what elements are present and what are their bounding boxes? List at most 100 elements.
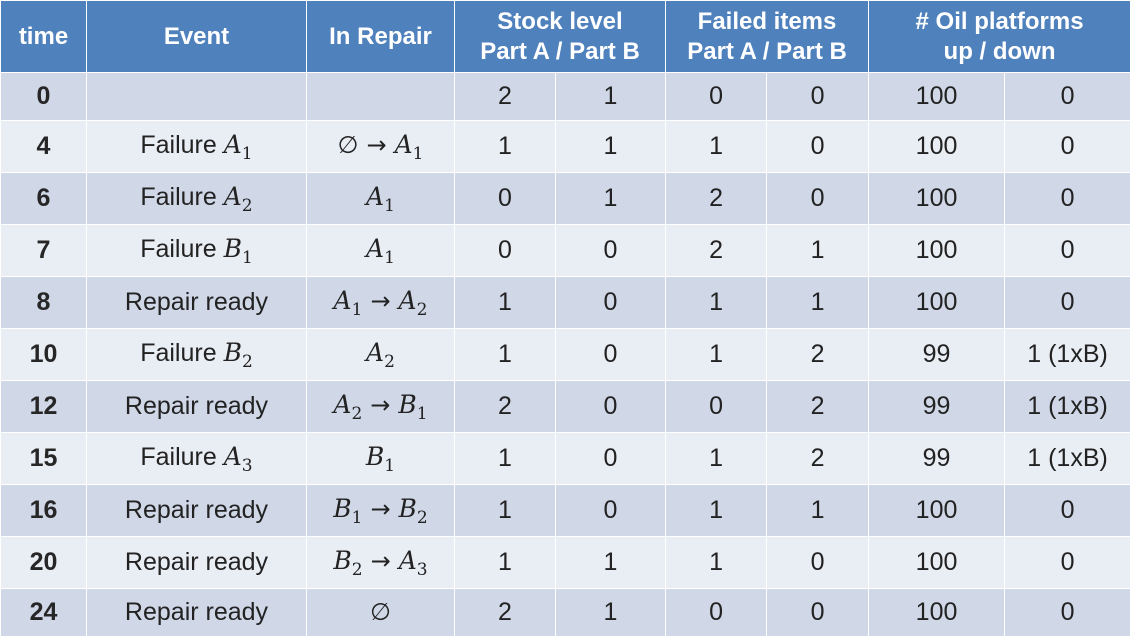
platforms-down-cell: 0 (1004, 276, 1131, 329)
time-cell: 15 (0, 432, 87, 485)
header-in-repair: In Repair (306, 0, 455, 73)
repair-part-index: 1 (351, 508, 363, 528)
failed-part-a-cell: 0 (665, 380, 768, 433)
repair-part-symbol: A (333, 390, 352, 419)
table-row: 24 Repair ready ∅ 2 1 0 0 100 0 (0, 588, 1131, 637)
event-part-index: 3 (241, 456, 253, 476)
platforms-up-cell: 100 (868, 224, 1006, 277)
in-repair-cell: A1 → A2 (306, 276, 455, 329)
repair-part-index: 1 (384, 248, 395, 268)
event-cell: Failure A2 (86, 172, 307, 225)
repair-part-index: 2 (416, 508, 428, 528)
repair-part-symbol: A (333, 286, 352, 315)
failed-part-b-cell: 0 (766, 72, 870, 121)
platforms-down-cell: 0 (1004, 72, 1131, 121)
stock-part-b-cell: 0 (554, 432, 667, 485)
header-oil-platforms: # Oil platforms up / down (868, 0, 1131, 73)
event-cell: Repair ready (86, 536, 307, 589)
event-text: Repair ready (124, 288, 269, 316)
in-repair-cell: A2 → B1 (306, 380, 455, 433)
event-text: Failure (140, 339, 217, 367)
stock-part-a-cell: 1 (454, 432, 556, 485)
stock-part-b-cell: 0 (554, 328, 667, 381)
time-cell: 16 (0, 484, 87, 537)
in-repair-cell: ∅ → A1 (306, 120, 455, 173)
event-part-index: 1 (241, 144, 253, 164)
failed-part-b-cell: 1 (766, 276, 870, 329)
in-repair-cell: A2 (306, 328, 455, 381)
repair-part-index: 1 (412, 144, 424, 164)
failed-part-a-cell: 2 (665, 172, 768, 225)
platforms-down-cell: 1 (1xB) (1004, 380, 1131, 433)
platforms-up-cell: 100 (868, 276, 1006, 329)
stock-part-a-cell: 2 (454, 72, 556, 121)
stock-part-b-cell: 1 (554, 172, 667, 225)
header-time: time (0, 0, 87, 73)
table-row: 6 Failure A2 A1 0 1 2 0 100 0 (0, 172, 1131, 225)
platforms-down-cell: 0 (1004, 588, 1131, 637)
failed-part-b-cell: 2 (766, 432, 870, 485)
event-text: Repair ready (124, 392, 269, 420)
repair-part-index: 2 (416, 300, 428, 320)
table-row: 0 2 1 0 0 100 0 (0, 72, 1131, 121)
time-cell: 12 (0, 380, 87, 433)
event-part-symbol: B (223, 234, 242, 263)
time-cell: 20 (0, 536, 87, 589)
stock-part-a-cell: 1 (454, 328, 556, 381)
in-repair-cell: A1 (306, 224, 455, 277)
event-cell: Failure B1 (86, 224, 307, 277)
failed-part-b-cell: 0 (766, 172, 870, 225)
repair-part-index: 1 (384, 456, 396, 476)
platforms-down-cell: 1 (1xB) (1004, 432, 1131, 485)
event-cell: Repair ready (86, 588, 307, 637)
platforms-up-cell: 100 (868, 536, 1006, 589)
failed-part-a-cell: 1 (665, 432, 768, 485)
failed-part-a-cell: 1 (665, 536, 768, 589)
failed-part-b-cell: 2 (766, 380, 870, 433)
stock-part-a-cell: 1 (454, 484, 556, 537)
stock-part-b-cell: 0 (554, 380, 667, 433)
stock-part-a-cell: 0 (454, 224, 556, 277)
stock-part-a-cell: 0 (454, 172, 556, 225)
stock-part-b-cell: 1 (554, 72, 667, 121)
repair-part-symbol: B (365, 442, 385, 471)
stock-part-a-cell: 2 (454, 380, 556, 433)
table-row: 15 Failure A3 B1 1 0 1 2 99 1 (1xB) (0, 432, 1131, 485)
event-part-symbol: A (223, 130, 242, 159)
stock-part-b-cell: 1 (554, 536, 667, 589)
stock-part-a-cell: 2 (454, 588, 556, 637)
repair-part-index: 1 (416, 404, 428, 424)
header-row: time Event In Repair Stock level Part A … (0, 0, 1131, 73)
failed-part-b-cell: 0 (766, 120, 870, 173)
stock-part-b-cell: 0 (554, 276, 667, 329)
platforms-up-cell: 100 (868, 120, 1006, 173)
event-cell: Failure A1 (86, 120, 307, 173)
failed-part-b-cell: 0 (766, 588, 870, 637)
event-text: Failure (140, 183, 217, 211)
platforms-up-cell: 99 (868, 328, 1006, 381)
platforms-up-cell: 99 (868, 432, 1006, 485)
event-text: Failure (140, 131, 217, 159)
event-cell: Failure A3 (86, 432, 307, 485)
arrow-icon: → (370, 495, 391, 523)
event-cell: Repair ready (86, 276, 307, 329)
event-part-symbol: B (223, 338, 242, 367)
stock-part-b-cell: 1 (554, 120, 667, 173)
platforms-up-cell: 100 (868, 72, 1006, 121)
in-repair-cell: B1 → B2 (306, 484, 455, 537)
event-text: Repair ready (124, 548, 269, 576)
failed-part-a-cell: 0 (665, 588, 768, 637)
platforms-up-cell: 100 (868, 588, 1006, 637)
repair-part-symbol: A (398, 546, 417, 575)
failed-part-a-cell: 1 (665, 328, 768, 381)
in-repair-cell: B2 → A3 (306, 536, 455, 589)
repair-part-symbol: A (366, 182, 385, 211)
event-part-symbol: A (223, 182, 242, 211)
failed-part-a-cell: 1 (665, 484, 768, 537)
time-cell: 7 (0, 224, 87, 277)
table-row: 10 Failure B2 A2 1 0 1 2 99 1 (1xB) (0, 328, 1131, 381)
platforms-up-cell: 100 (868, 172, 1006, 225)
repair-part-symbol: B (398, 390, 417, 419)
table-row: 12 Repair ready A2 → B1 2 0 0 2 99 1 (1xB) (0, 380, 1131, 433)
in-repair-cell: ∅ (306, 588, 455, 637)
